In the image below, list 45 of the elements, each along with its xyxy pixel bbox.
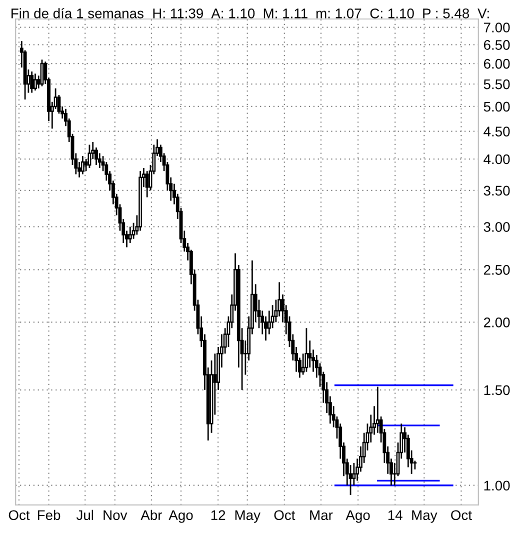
x-tick-label: Mar bbox=[310, 510, 333, 520]
x-tick-label: May bbox=[235, 510, 260, 523]
y-tick-label: 4.50 bbox=[484, 126, 510, 136]
text: M: 1.11 bbox=[264, 8, 308, 18]
candlestick bbox=[30, 70, 34, 94]
x-tick-label: Nov bbox=[104, 510, 128, 520]
y-tick-label: 2.00 bbox=[484, 318, 510, 328]
candlestick bbox=[352, 462, 356, 486]
x-tick-label: May bbox=[412, 510, 438, 523]
y-tick-label: 1.50 bbox=[484, 385, 510, 396]
text: A: 1.10 bbox=[211, 8, 255, 18]
x-tick-label: Feb bbox=[38, 510, 60, 520]
y-tick-label: 4.00 bbox=[484, 154, 510, 164]
candlestick bbox=[34, 72, 37, 92]
y-tick-label: 3.00 bbox=[484, 222, 510, 232]
candlestick bbox=[304, 327, 308, 372]
text: V: bbox=[478, 8, 489, 18]
chart-title: Fin de día 1 semanas bbox=[12, 8, 144, 18]
candlestick bbox=[88, 144, 92, 169]
text: C: 1.10 bbox=[370, 8, 414, 18]
candlestick bbox=[80, 155, 84, 175]
y-tick-label: 3.50 bbox=[484, 186, 510, 196]
x-tick-label: Ago bbox=[168, 510, 193, 523]
candlestick bbox=[376, 386, 380, 434]
text: H: 11:39 bbox=[153, 8, 203, 18]
x-tick-label: Ago bbox=[346, 510, 370, 523]
x-tick-label: 12 bbox=[211, 510, 226, 520]
x-tick-label: Abr bbox=[140, 510, 162, 520]
candlestick bbox=[128, 226, 132, 244]
x-tick-label: Oct bbox=[8, 510, 30, 520]
y-tick-label: 5.00 bbox=[484, 102, 510, 112]
y-tick-label: 2.50 bbox=[484, 264, 510, 275]
y-tick-label: 6.00 bbox=[484, 58, 510, 69]
text: m: 1.07 bbox=[316, 8, 362, 18]
x-tick-label: Oct bbox=[451, 510, 472, 520]
candlestick bbox=[308, 340, 312, 368]
y-tick-label: 6.50 bbox=[484, 40, 510, 50]
x-tick-label: 14 bbox=[388, 510, 402, 520]
y-tick-label: 1.00 bbox=[484, 480, 510, 491]
text: P : 5.48 bbox=[423, 8, 470, 18]
x-tick-label: Jul bbox=[76, 510, 94, 520]
candlestick bbox=[145, 170, 149, 198]
y-tick-label: 7.00 bbox=[484, 22, 510, 32]
x-tick-label: Oct bbox=[274, 510, 296, 520]
y-tick-label: 5.50 bbox=[484, 79, 510, 90]
